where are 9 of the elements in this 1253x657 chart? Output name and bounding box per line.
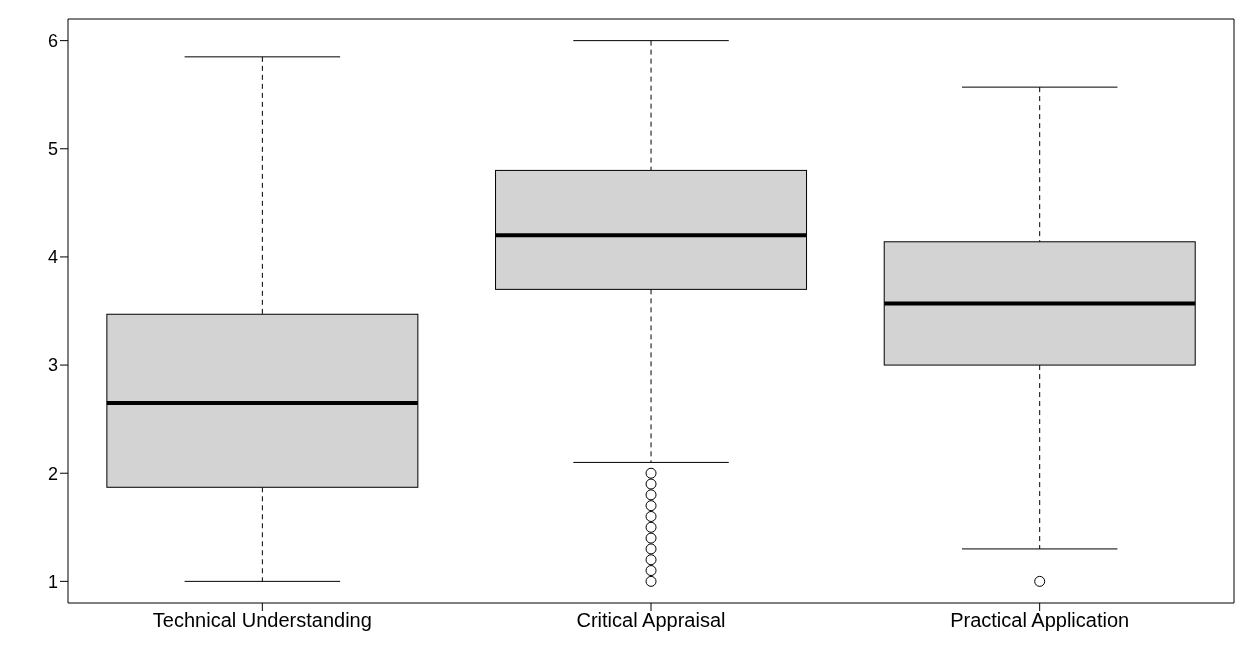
y-tick-label: 6 bbox=[47, 31, 58, 52]
y-tick-label: 4 bbox=[47, 247, 58, 268]
x-tick-label: Critical Appraisal bbox=[576, 609, 726, 632]
y-tick-label: 2 bbox=[47, 463, 58, 484]
y-tick-label: 3 bbox=[47, 355, 58, 376]
y-tick-label: 1 bbox=[47, 571, 58, 592]
x-tick-label: Practical Application bbox=[950, 609, 1130, 632]
x-tick-label: Technical Understanding bbox=[152, 609, 372, 632]
y-tick-label: 5 bbox=[47, 139, 58, 160]
